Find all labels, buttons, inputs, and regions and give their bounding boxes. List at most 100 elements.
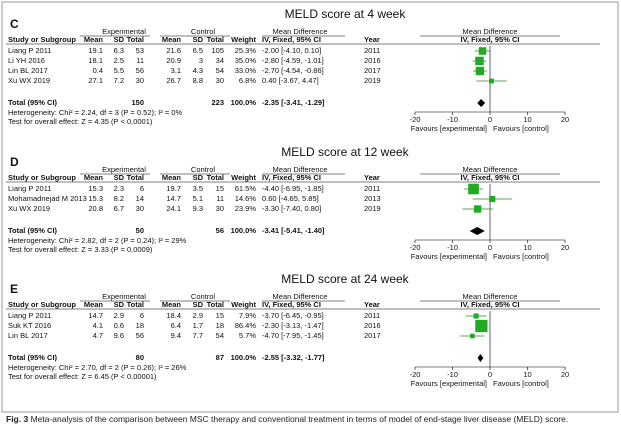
overall-test: Test for overall effect: Z = 6.45 (P < 0… — [8, 372, 157, 381]
column-header: SD — [193, 173, 204, 182]
cell: 14 — [136, 194, 144, 203]
total-label: Total (95% CI) — [8, 98, 58, 107]
group-header: Mean Difference — [463, 27, 518, 36]
cell: 3.1 — [171, 66, 181, 75]
x-tick-label: 20 — [561, 115, 569, 124]
cell: 9.4 — [171, 331, 181, 340]
heterogeneity: Heterogeneity: Chi² = 2.70, df = 2 (P = … — [8, 363, 187, 372]
study-name: Suk KT 2016 — [8, 321, 51, 330]
panel-label: D — [10, 155, 19, 169]
total-cell: 150 — [131, 98, 144, 107]
cell: 86.4% — [235, 321, 257, 330]
cell: 20.8 — [88, 204, 103, 213]
cell: 9.6 — [114, 331, 124, 340]
cell: 14.7 — [166, 194, 181, 203]
cell: 15.3 — [88, 184, 103, 193]
cell: 1.7 — [193, 321, 203, 330]
group-header: Mean Difference — [273, 27, 328, 36]
group-header: Control — [191, 27, 216, 36]
cell: 2011 — [364, 46, 380, 55]
cell: 6.8% — [239, 76, 256, 85]
x-tick-label: 10 — [523, 370, 531, 379]
favours-label: Favours [experimental] — [411, 124, 487, 133]
total-cell: 100.0% — [231, 353, 257, 362]
heterogeneity: Heterogeneity: Chi² = 2.24, df = 3 (P = … — [8, 108, 182, 117]
cell: 8.2 — [114, 194, 124, 203]
cell: 19.1 — [88, 46, 103, 55]
overall-test: Test for overall effect: Z = 4.35 (P < 0… — [8, 117, 153, 126]
cell: 2016 — [364, 321, 381, 330]
cell: 5.5 — [114, 66, 124, 75]
cell: 8.8 — [193, 76, 203, 85]
study-name: Lin BL 2017 — [8, 66, 48, 75]
cell: 18 — [216, 321, 224, 330]
cell: 2017 — [364, 331, 381, 340]
cell: 7.7 — [193, 331, 203, 340]
column-header: Total — [127, 300, 144, 309]
cell: 11 — [136, 56, 144, 65]
summary-diamond — [477, 354, 484, 362]
caption: Fig. 3 Meta-analysis of the comparison b… — [6, 414, 614, 425]
panel-title: MELD score at 24 week — [281, 272, 409, 286]
study-name: Li YH 2016 — [8, 56, 45, 65]
effect-square — [489, 195, 496, 203]
column-header: Total — [207, 300, 224, 309]
x-tick-label: 0 — [488, 115, 492, 124]
study-name: Lin BL 2017 — [8, 331, 48, 340]
total-cell: 50 — [136, 226, 144, 235]
x-tick-label: 10 — [523, 243, 531, 252]
cell: 14.7 — [88, 311, 103, 320]
heterogeneity: Heterogeneity: Chi² = 2.82, df = 2 (P = … — [8, 236, 187, 245]
cell: 6.5 — [193, 46, 203, 55]
cell: 0.6 — [114, 321, 124, 330]
cell: 26.7 — [166, 76, 181, 85]
effect-square — [489, 78, 494, 84]
x-tick-label: -10 — [447, 370, 458, 379]
cell: 20.9 — [166, 56, 181, 65]
column-header: Mean — [162, 35, 182, 44]
cell: 56 — [136, 66, 144, 75]
column-header: Total — [207, 173, 224, 182]
favours-label: Favours [control] — [493, 252, 549, 261]
column-header: SD — [114, 173, 125, 182]
cell: 0.4 — [93, 66, 103, 75]
total-cell: 100.0% — [231, 226, 257, 235]
panel-label: C — [10, 17, 19, 31]
cell: 33.0% — [235, 66, 257, 75]
cell: 15 — [216, 184, 224, 193]
column-header: IV, Fixed, 95% CI — [262, 35, 321, 44]
cell: 6.4 — [171, 321, 181, 330]
total-cell: 87 — [216, 353, 224, 362]
favours-label: Favours [experimental] — [411, 379, 487, 388]
effect-square — [473, 205, 482, 213]
cell: 3 — [199, 56, 203, 65]
cell: 2013 — [364, 194, 381, 203]
column-header: Mean — [84, 300, 104, 309]
favours-label: Favours [experimental] — [411, 252, 487, 261]
x-tick-label: 0 — [488, 370, 492, 379]
cell: 35.0% — [235, 56, 257, 65]
column-header: Mean — [84, 35, 104, 44]
cell: 2019 — [364, 76, 381, 85]
cell: 21.6 — [166, 46, 181, 55]
cell: 18 — [136, 321, 144, 330]
favours-label: Favours [control] — [493, 124, 549, 133]
cell: 2019 — [364, 204, 381, 213]
cell: 4.1 — [93, 321, 103, 330]
group-header: Mean Difference — [273, 165, 328, 174]
cell: 2016 — [364, 56, 381, 65]
x-tick-label: -10 — [447, 243, 458, 252]
cell: 25.3% — [235, 46, 257, 55]
cell: 14.6% — [235, 194, 257, 203]
column-header: SD — [193, 300, 204, 309]
x-tick-label: 20 — [561, 370, 569, 379]
cell: -3.30 [-7.40, 0.80] — [262, 204, 321, 213]
cell: 6 — [140, 311, 144, 320]
figure-border — [1, 1, 619, 413]
cell: 7.9% — [239, 311, 256, 320]
effect-square — [475, 66, 485, 76]
cell: 3.5 — [193, 184, 203, 193]
summary-diamond — [477, 99, 486, 107]
total-cell: -3.41 [-5.41, -1.40] — [262, 226, 325, 235]
cell: 15.3 — [88, 194, 103, 203]
